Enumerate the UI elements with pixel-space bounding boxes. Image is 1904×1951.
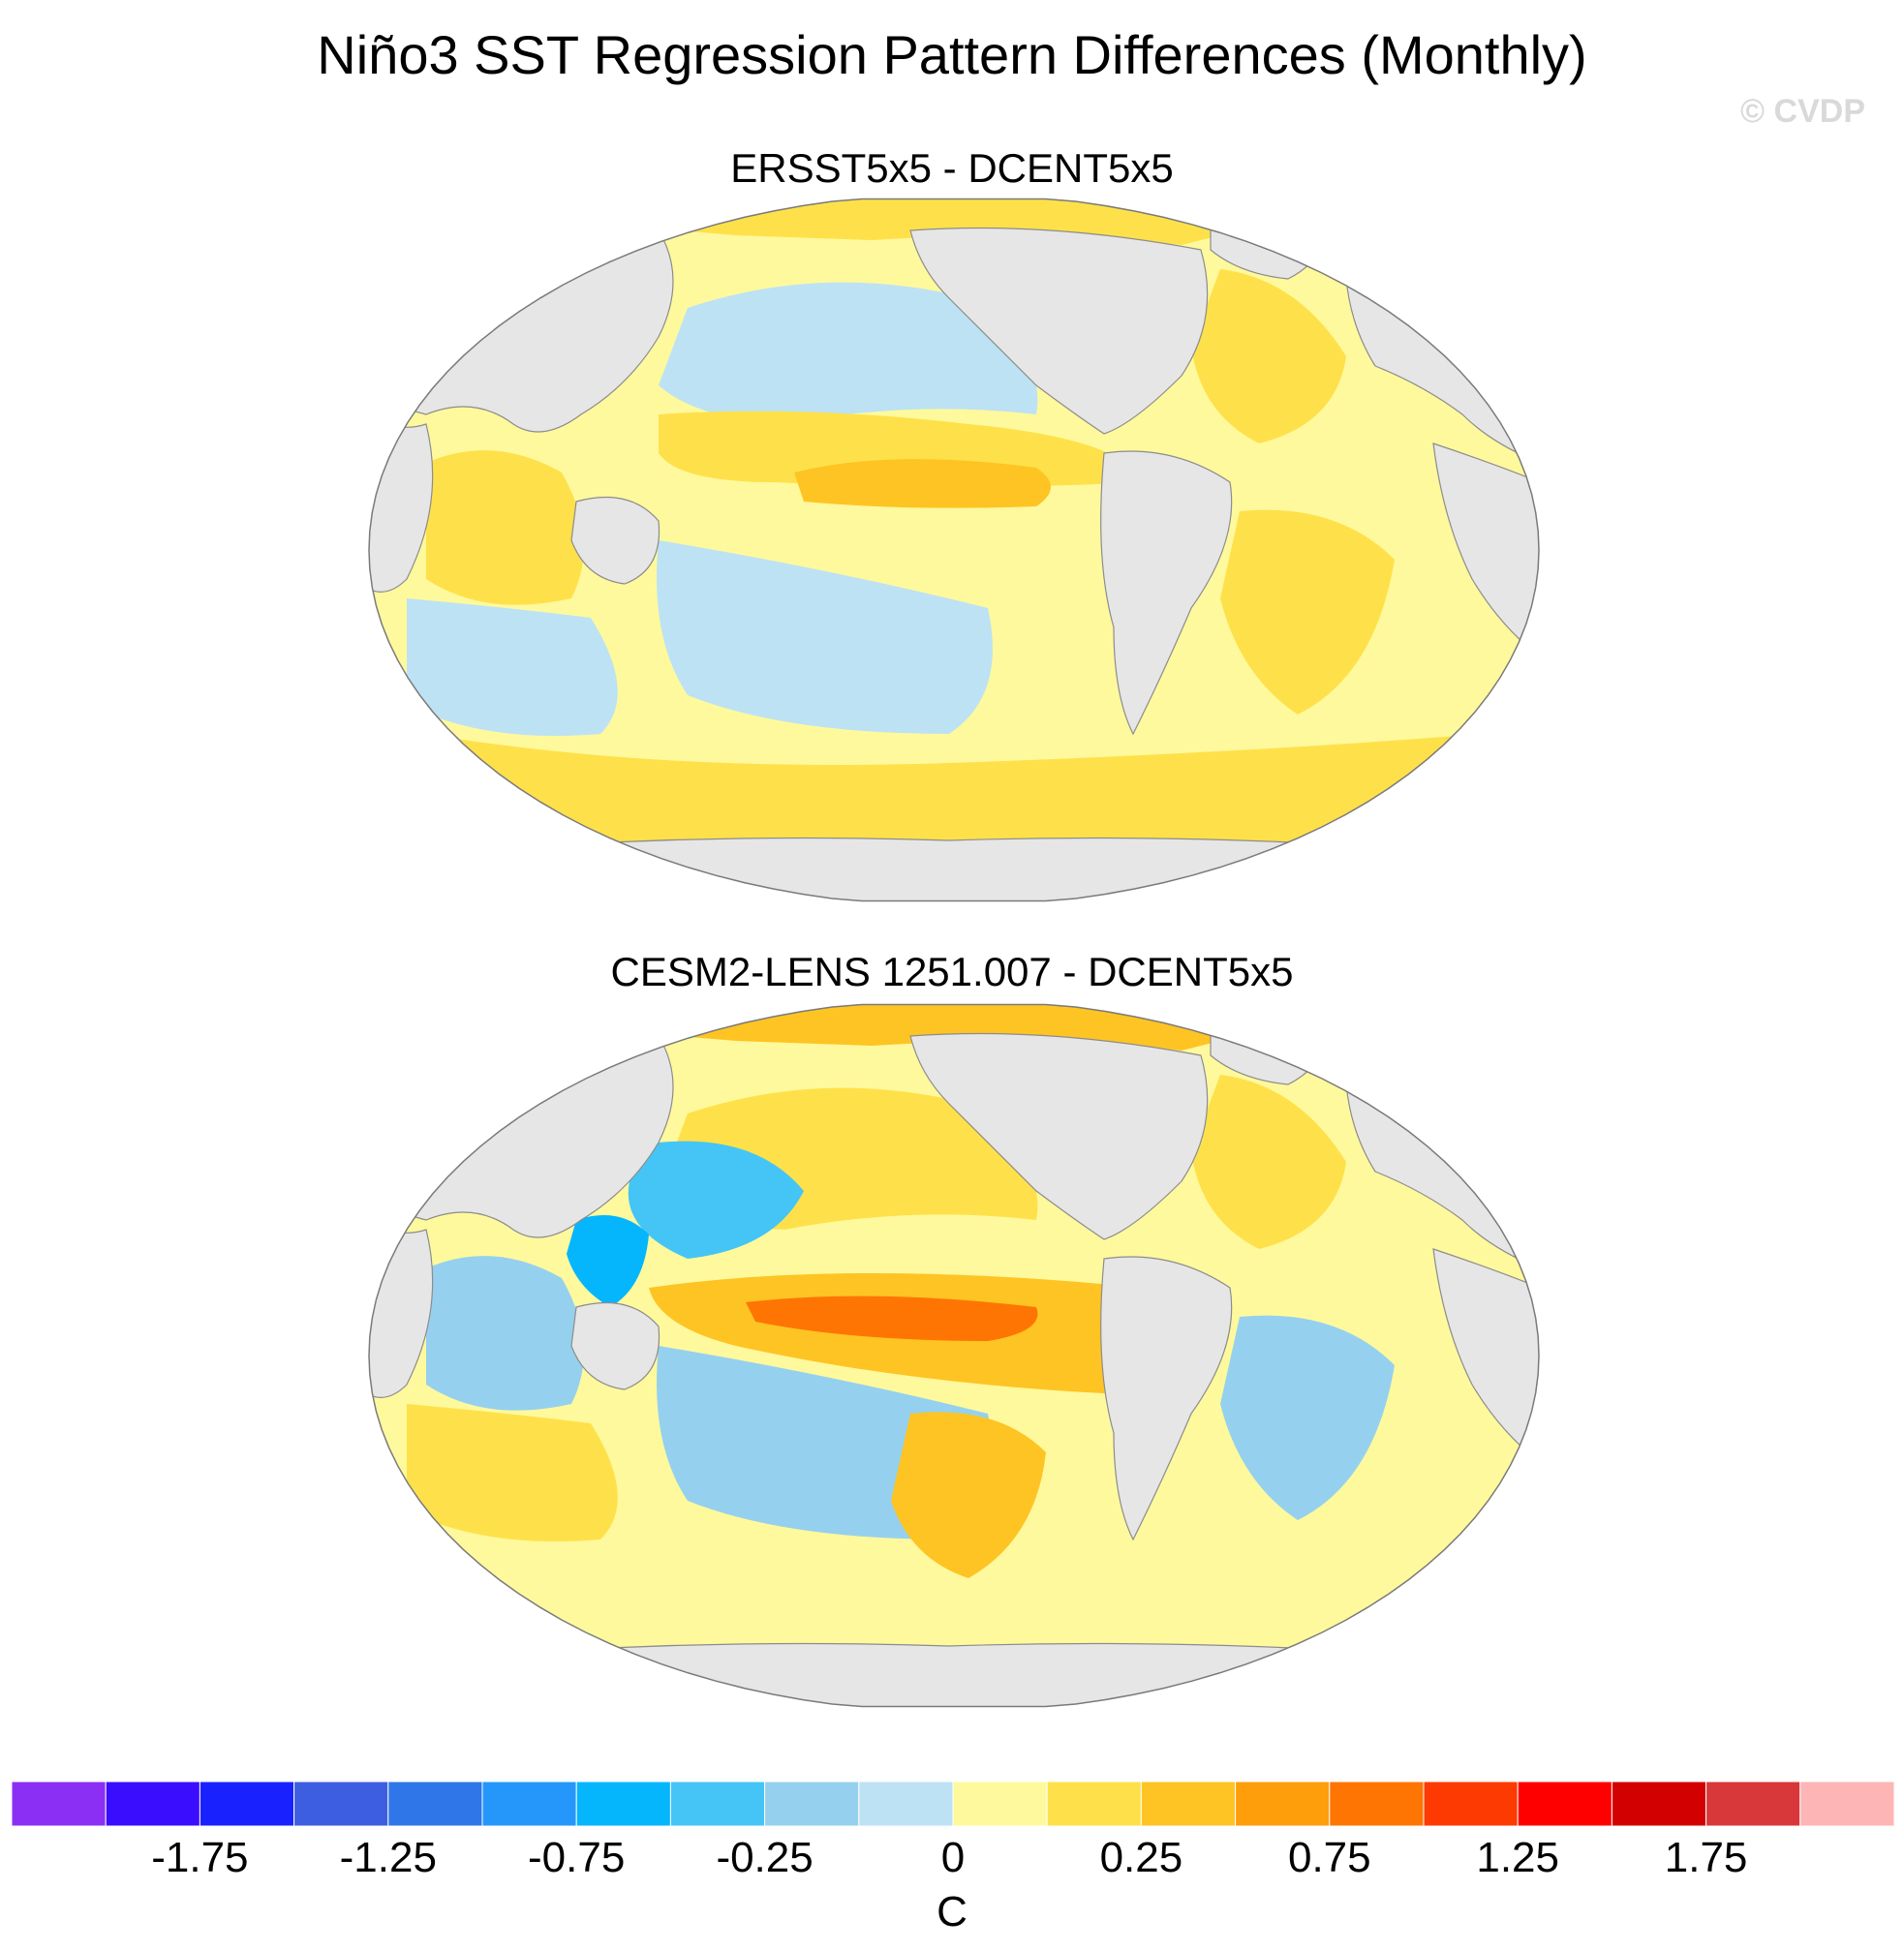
panel-1-map [368, 198, 1540, 902]
colorbar-tick-label: -1.75 [151, 1834, 249, 1881]
colorbar-swatch [1799, 1781, 1894, 1827]
colorbar-swatch [105, 1781, 200, 1827]
south-america-landmass [1100, 450, 1233, 736]
region-north-pacific [659, 282, 1038, 424]
region-east-equatorial-pacific [746, 1296, 1038, 1341]
copyright-watermark: © CVDP [1740, 93, 1865, 130]
colorbar-swatch [1235, 1781, 1331, 1827]
region-central-equatorial-pacific [794, 459, 1051, 508]
region-south-indian-ocean [407, 598, 618, 736]
region-southeast-pacific [891, 1412, 1046, 1578]
colorbar-swatch [1705, 1781, 1801, 1827]
colorbar-swatch [1046, 1781, 1142, 1827]
region-south-atlantic [1220, 1315, 1395, 1520]
globe-outline [368, 198, 1540, 902]
south-america-landmass [1100, 1256, 1233, 1541]
colorbar-swatch [1611, 1781, 1707, 1827]
region-south-pacific [657, 540, 993, 734]
region-south-atlantic [1220, 509, 1395, 715]
colorbar-swatch [1423, 1781, 1519, 1827]
panel-1-title: ERSST5x5 - DCENT5x5 [730, 145, 1174, 191]
colorbar-tick-label: 0 [940, 1834, 966, 1881]
region-indian-ocean [426, 450, 584, 605]
colorbar-swatch [764, 1781, 860, 1827]
australia-landmass [570, 1301, 660, 1390]
colorbar-swatch [858, 1781, 954, 1827]
colorbar [12, 1781, 1894, 1827]
colorbar-swatch [952, 1781, 1048, 1827]
panel-2-field [369, 1004, 1539, 1707]
region-north-atlantic [1191, 1075, 1346, 1249]
panel-2-title: CESM2-LENS 1251.007 - DCENT5x5 [610, 949, 1294, 994]
globe-outline [368, 1003, 1540, 1708]
north-america-landmass [909, 227, 1209, 435]
colorbar-tick-label: 1.75 [1664, 1834, 1748, 1881]
colorbar-tick-label: 0.75 [1287, 1834, 1371, 1881]
region-maritime-continent [567, 1215, 649, 1307]
africa-east-landmass [1432, 1248, 1539, 1464]
colorbar-swatch [481, 1781, 577, 1827]
colorbar-swatch [669, 1781, 766, 1827]
colorbar-tick-label: 1.25 [1476, 1834, 1559, 1881]
colorbar-swatch [1329, 1781, 1425, 1827]
colorbar-swatch [199, 1781, 295, 1827]
antarctica-landmass [369, 1642, 1539, 1707]
region-western-pacific [628, 1141, 804, 1259]
colorbar-tick-label: -0.25 [716, 1834, 814, 1881]
north-america-landmass [909, 1032, 1209, 1240]
colorbar-swatch [575, 1781, 671, 1827]
panel-1-field [369, 198, 1539, 901]
panel-2-map [368, 1003, 1540, 1708]
colorbar-swatch [293, 1781, 389, 1827]
colorbar-swatch [12, 1781, 107, 1827]
antarctica-landmass [369, 837, 1539, 901]
colorbar-tick-label: 0.25 [1099, 1834, 1183, 1881]
colorbar-swatch [387, 1781, 483, 1827]
colorbar-unit-label: C [937, 1888, 967, 1936]
region-north-atlantic [1191, 269, 1346, 443]
region-indian-ocean [426, 1256, 584, 1411]
colorbar-tick-label: -0.75 [528, 1834, 626, 1881]
australia-landmass [570, 496, 660, 585]
chart-title: Niño3 SST Regression Pattern Differences… [317, 24, 1587, 85]
colorbar-swatch [1140, 1781, 1237, 1827]
colorbar-swatch [1517, 1781, 1612, 1827]
africa-east-landmass [1432, 442, 1539, 658]
colorbar-tick-label: -1.25 [339, 1834, 437, 1881]
region-south-indian-ocean [407, 1404, 618, 1541]
